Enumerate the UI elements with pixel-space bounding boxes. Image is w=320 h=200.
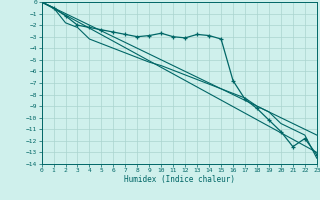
X-axis label: Humidex (Indice chaleur): Humidex (Indice chaleur) — [124, 175, 235, 184]
